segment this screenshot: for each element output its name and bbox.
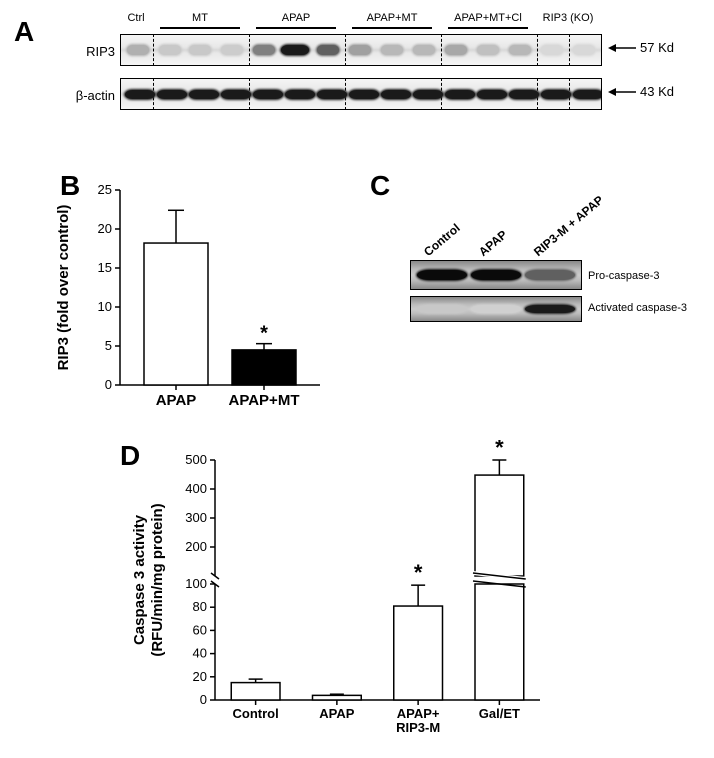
panel-a: A CtrlMTAPAPAPAP+MTAPAP+MT+ClRIP3 (KO) R… <box>10 10 704 140</box>
activated-caspase-blot <box>410 296 582 322</box>
rip3-band <box>127 45 149 55</box>
panel-d-chart: 0 20 40 60 80 100 200 300 400 500 Caspase 3 activi… <box>120 440 550 750</box>
svg-text:60: 60 <box>193 622 207 637</box>
group-label: RIP3 (KO) <box>536 12 600 24</box>
panel-a-group-labels: CtrlMTAPAPAPAP+MTAPAP+MT+ClRIP3 (KO) <box>120 12 600 24</box>
panel-d-label: D <box>120 440 140 472</box>
rip3-band <box>281 45 309 55</box>
rip3-blot-row <box>120 34 602 66</box>
svg-text:40: 40 <box>193 646 207 661</box>
pro-caspase-label: Pro-caspase-3 <box>588 270 660 282</box>
svg-text:10: 10 <box>98 299 112 314</box>
rip3-band <box>349 45 371 55</box>
svg-text:APAP: APAP <box>319 706 354 721</box>
actin-band <box>189 90 219 99</box>
svg-text:RIP3-M: RIP3-M <box>396 720 440 735</box>
pro-caspase-blot <box>410 260 582 290</box>
svg-text:15: 15 <box>98 260 112 275</box>
actin-band <box>285 90 315 99</box>
group-label: APAP+MT+Cl <box>440 12 536 24</box>
group-label: APAP <box>248 12 344 24</box>
group-label: MT <box>152 12 248 24</box>
svg-text:400: 400 <box>185 481 207 496</box>
svg-text:*: * <box>414 560 423 585</box>
size-label-2: 43 Kd <box>640 84 674 99</box>
group-label: Ctrl <box>120 12 152 24</box>
svg-text:*: * <box>260 323 268 345</box>
svg-text:25: 25 <box>98 182 112 197</box>
svg-text:80: 80 <box>193 599 207 614</box>
svg-text:300: 300 <box>185 510 207 525</box>
rip3-band <box>445 45 467 55</box>
panel-b-label: B <box>60 170 80 202</box>
rip3-band <box>221 45 243 55</box>
rip3-row-label: RIP3 <box>60 44 115 59</box>
svg-text:(RFU/min/mg protein): (RFU/min/mg protein) <box>149 503 166 656</box>
svg-text:Caspase 3 activity: Caspase 3 activity <box>131 514 148 645</box>
actin-band <box>317 90 347 99</box>
lane-label: RIP3-M + APAP <box>531 193 606 259</box>
rip3-band <box>541 45 563 55</box>
rip3-band <box>159 45 181 55</box>
actin-band <box>477 90 507 99</box>
svg-text:APAP: APAP <box>156 392 197 409</box>
svg-text:200: 200 <box>185 539 207 554</box>
svg-text:APAP+: APAP+ <box>397 706 440 721</box>
lane-label: APAP <box>476 227 510 259</box>
actin-blot-row <box>120 78 602 110</box>
rip3-band <box>413 45 435 55</box>
actin-band <box>157 90 187 99</box>
panel-b-chart: 0 5 10 15 20 25 RIP3 (fold over control) APAP AP… <box>50 170 330 420</box>
rip3-band <box>189 45 211 55</box>
svg-text:0: 0 <box>105 377 112 392</box>
activated-caspase-label: Activated caspase-3 <box>588 302 687 314</box>
panel-a-label: A <box>14 16 34 48</box>
size-arrow-1: 57 Kd <box>608 40 674 55</box>
svg-text:Gal/ET: Gal/ET <box>479 706 520 721</box>
rip3-band <box>253 45 275 55</box>
actin-row-label: β-actin <box>60 88 115 103</box>
group-label: APAP+MT <box>344 12 440 24</box>
actin-band <box>445 90 475 99</box>
rip3-band <box>317 45 339 55</box>
svg-text:*: * <box>495 440 504 460</box>
svg-text:500: 500 <box>185 452 207 467</box>
rip3-band <box>381 45 403 55</box>
actin-band <box>541 90 571 99</box>
actin-band <box>413 90 443 99</box>
rip3-band <box>509 45 531 55</box>
svg-text:Control: Control <box>233 706 279 721</box>
actin-band <box>221 90 251 99</box>
svg-text:20: 20 <box>193 669 207 684</box>
panel-c: C Control APAP RIP3-M + APAP Pro-caspase-3… <box>370 170 700 380</box>
svg-text:APAP+MT: APAP+MT <box>229 392 300 409</box>
rip3-band <box>477 45 499 55</box>
panel-d: D 0 20 40 60 80 100 200 300 400 500 Caspase 3 acti… <box>120 440 550 750</box>
panel-c-label: C <box>370 170 390 202</box>
actin-band <box>349 90 379 99</box>
svg-text:5: 5 <box>105 338 112 353</box>
actin-band <box>509 90 539 99</box>
actin-band <box>253 90 283 99</box>
panel-b: B 0 5 10 15 20 25 RIP3 (fold over control) APAP… <box>50 170 330 420</box>
actin-band <box>381 90 411 99</box>
svg-text:RIP3 (fold over control): RIP3 (fold over control) <box>55 205 72 371</box>
actin-band <box>125 90 155 99</box>
rip3-band <box>573 45 595 55</box>
size-label-1: 57 Kd <box>640 40 674 55</box>
svg-text:0: 0 <box>200 692 207 707</box>
lane-label: Control <box>421 221 463 259</box>
svg-text:100: 100 <box>185 576 207 591</box>
svg-text:20: 20 <box>98 221 112 236</box>
actin-band <box>573 90 602 99</box>
size-arrow-2: 43 Kd <box>608 84 674 99</box>
